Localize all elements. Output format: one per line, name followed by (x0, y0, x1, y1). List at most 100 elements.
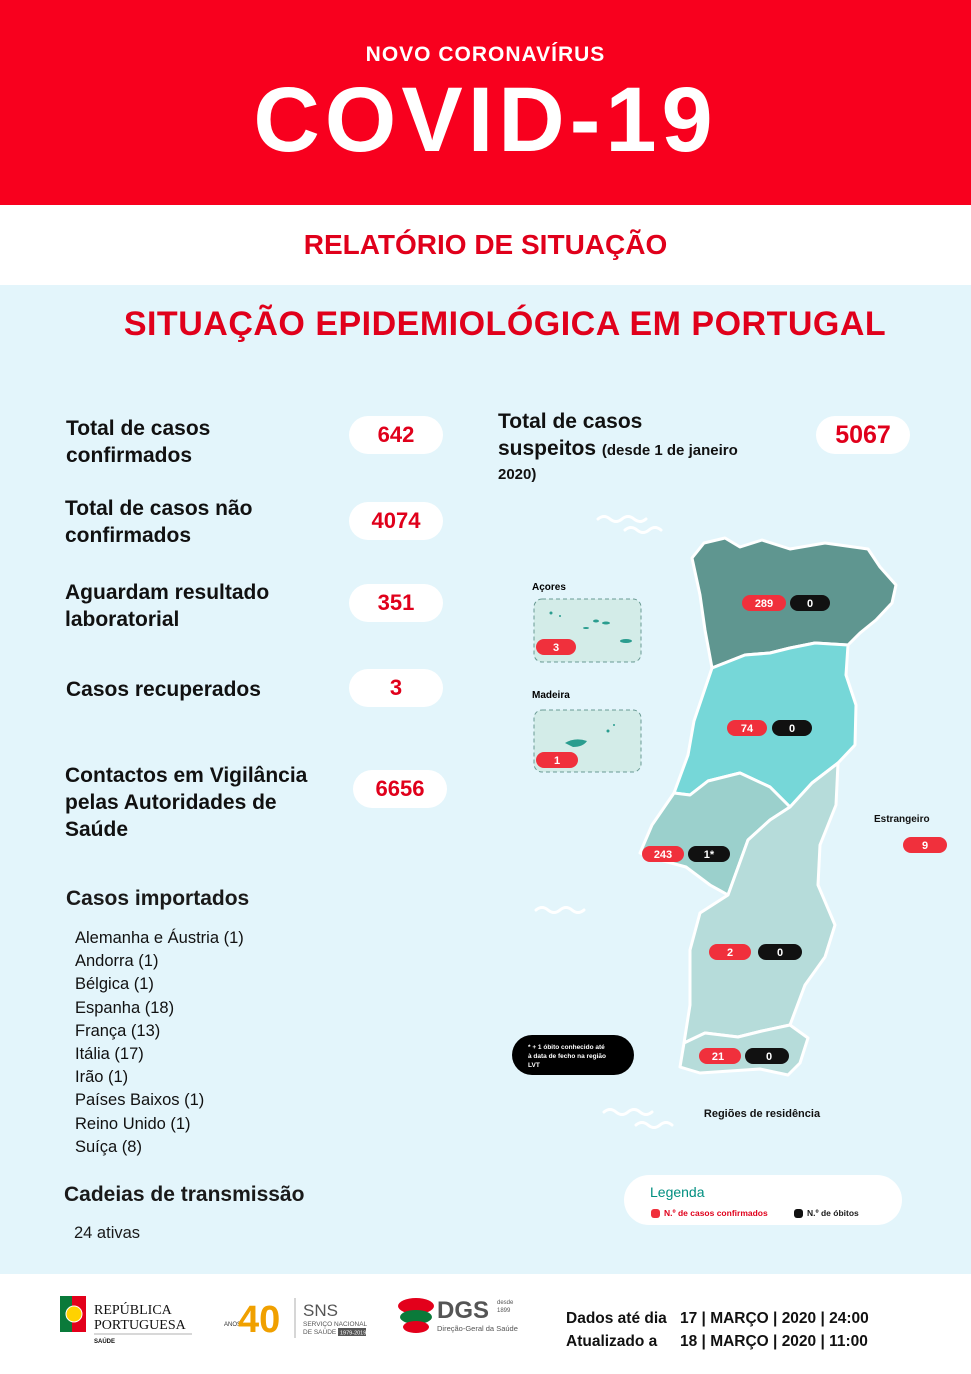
north-cases-badge (742, 595, 786, 611)
algarve-cases-badge (699, 1048, 741, 1064)
azores-label: Açores (532, 582, 566, 593)
madeira-cases: 1 (554, 755, 560, 767)
sns-years: 1979-2019 (340, 1331, 366, 1337)
algarve-cases: 21 (712, 1051, 724, 1063)
north-cases: 289 (755, 598, 773, 610)
suspected-label: Total de casos suspeitos (desde 1 de jan… (498, 408, 738, 486)
header-banner: NOVO CORONAVÍRUS COVID-19 (0, 0, 971, 205)
legend: Legenda N.º de casos confirmados N.º de … (624, 1175, 902, 1225)
data-date-row: Dados até dia 17 | MARÇO | 2020 | 24:00 (566, 1310, 869, 1328)
republica-line-2: PORTUGUESA (94, 1318, 187, 1333)
portugal-map: Açores Madeira 289 0 74 (512, 515, 947, 1129)
republica-line-3: SAÚDE (94, 1338, 115, 1345)
alentejo-deaths-badge (758, 944, 802, 960)
updated-value: 18 | MARÇO | 2020 | 11:00 (680, 1333, 868, 1350)
suspected-value: 5067 (816, 416, 910, 454)
list-item: Irão (1) (75, 1068, 129, 1087)
abroad-cases: 9 (922, 840, 928, 852)
footer-logos: REPÚBLICA PORTUGUESA SAÚDE ANOS 40 SNS S… (60, 1296, 518, 1345)
republica-portuguesa-logo: REPÚBLICA PORTUGUESA SAÚDE (60, 1296, 192, 1345)
lvt-deaths: 1* (704, 849, 715, 861)
confirmed-label: Total de casos confirmados (66, 415, 210, 469)
abroad-label: Estrangeiro (874, 814, 930, 825)
legend-item-cases: N.º de casos confirmados (651, 1208, 768, 1218)
contacts-label-line: pelas Autoridades de (65, 791, 277, 814)
updated-label: Atualizado a (566, 1333, 658, 1350)
epidemiological-panel: SITUAÇÃO EPIDEMIOLÓGICA EM PORTUGAL Tota… (0, 285, 971, 1274)
not-confirmed-value: 4074 (349, 502, 443, 540)
centre-deaths: 0 (789, 723, 795, 735)
lvt-deaths-badge (688, 846, 730, 862)
header-subtitle: NOVO CORONAVÍRUS (365, 43, 606, 66)
sns-text: SNS (303, 1301, 338, 1320)
contacts-value: 6656 (353, 770, 447, 808)
algarve-deaths-badge (745, 1048, 789, 1064)
contacts-label-line: Contactos em Vigilância (65, 764, 308, 787)
awaiting-label-line: Aguardam resultado (65, 581, 270, 604)
lvt-note-line: LVT (528, 1062, 540, 1069)
suspected-label-line: Total de casos (498, 410, 643, 433)
awaiting-label-line: laboratorial (65, 608, 180, 631)
suspected-label-note: (desde 1 de janeiro (601, 442, 738, 459)
list-item: França (13) (75, 1021, 161, 1040)
not-confirmed-label-line: confirmados (65, 524, 192, 547)
list-item: Suíça (8) (75, 1137, 142, 1156)
suspected-label-year: 2020) (498, 466, 537, 483)
recovered-value: 3 (349, 669, 443, 707)
map-caption: Regiões de residência (704, 1108, 821, 1120)
list-item: Bélgica (1) (75, 975, 154, 994)
report-title: RELATÓRIO DE SITUAÇÃO (303, 229, 668, 260)
legend-label-cases: N.º de casos confirmados (664, 1208, 768, 1218)
legend-swatch-cases (651, 1208, 660, 1218)
lvt-note-line: à data de fecho na região (528, 1053, 606, 1060)
dgs-text: DGS (437, 1297, 489, 1324)
list-item: Países Baixos (1) (75, 1091, 205, 1110)
list-item: Andorra (1) (75, 952, 159, 971)
north-deaths: 0 (807, 598, 813, 610)
sns-line-2: DE SAÚDE (303, 1327, 337, 1336)
sns-logo: ANOS 40 SNS SERVIÇO NACIONAL DE SAÚDE 19… (224, 1298, 368, 1341)
not-confirmed-label: Total de casos não confirmados (65, 495, 253, 549)
lvt-note-line: * + 1 óbito conhecido até (528, 1044, 605, 1051)
azores-cases: 3 (553, 642, 559, 654)
sns-forty: 40 (238, 1299, 280, 1341)
not-confirmed-label-line: Total de casos não (65, 497, 253, 520)
dgs-since: desde (497, 1300, 514, 1306)
abroad-cases-badge (903, 837, 947, 853)
data-value: 17 | MARÇO | 2020 | 24:00 (680, 1310, 869, 1327)
lvt-cases: 243 (654, 849, 672, 861)
contacts-label: Contactos em Vigilância pelas Autoridade… (65, 762, 307, 843)
list-item: Alemanha e Áustria (1) (75, 929, 244, 947)
contacts-label-line: Saúde (65, 818, 129, 841)
imported-title: Casos importados (66, 887, 250, 910)
list-item: Itália (17) (75, 1045, 144, 1064)
footer: REPÚBLICA PORTUGUESA SAÚDE ANOS 40 SNS S… (0, 1274, 971, 1374)
map-badges: 289 0 74 0 243 1* 2 0 21 0 3 1 Estrangei… (536, 595, 947, 1064)
centre-cases-badge (727, 720, 767, 736)
data-label: Dados até dia (566, 1310, 667, 1327)
list-item: Reino Unido (1) (75, 1114, 191, 1133)
legend-title: Legenda (650, 1184, 705, 1200)
regions (638, 536, 898, 1077)
section-title: SITUAÇÃO EPIDEMIOLÓGICA EM PORTUGAL (123, 305, 887, 343)
sns-anos: ANOS (224, 1322, 241, 1328)
awaiting-label: Aguardam resultado laboratorial (65, 579, 269, 633)
lvt-cases-badge (642, 846, 684, 862)
dgs-logo: DGS desde 1899 Direção-Geral da Saúde (398, 1297, 518, 1333)
north-deaths-badge (790, 595, 830, 611)
recovered-label: Casos recuperados (66, 678, 261, 701)
lvt-note-box (512, 1035, 634, 1075)
alentejo-cases-badge (709, 944, 751, 960)
dgs-full: Direção-Geral da Saúde (437, 1324, 518, 1333)
centre-deaths-badge (772, 720, 812, 736)
sns-line-1: SERVIÇO NACIONAL (303, 1321, 368, 1328)
azores-islands (549, 611, 632, 643)
imported-list: Alemanha e Áustria (1) Andorra (1) Bélgi… (75, 927, 244, 1159)
awaiting-value: 351 (349, 584, 443, 622)
madeira-cases-badge (536, 752, 578, 768)
legend-swatch-deaths (794, 1208, 803, 1218)
confirmed-value: 642 (349, 416, 443, 454)
suspected-label-line: suspeitos (desde 1 de janeiro (498, 435, 738, 464)
legend-label-deaths: N.º de óbitos (807, 1208, 859, 1218)
algarve-deaths: 0 (766, 1051, 772, 1063)
